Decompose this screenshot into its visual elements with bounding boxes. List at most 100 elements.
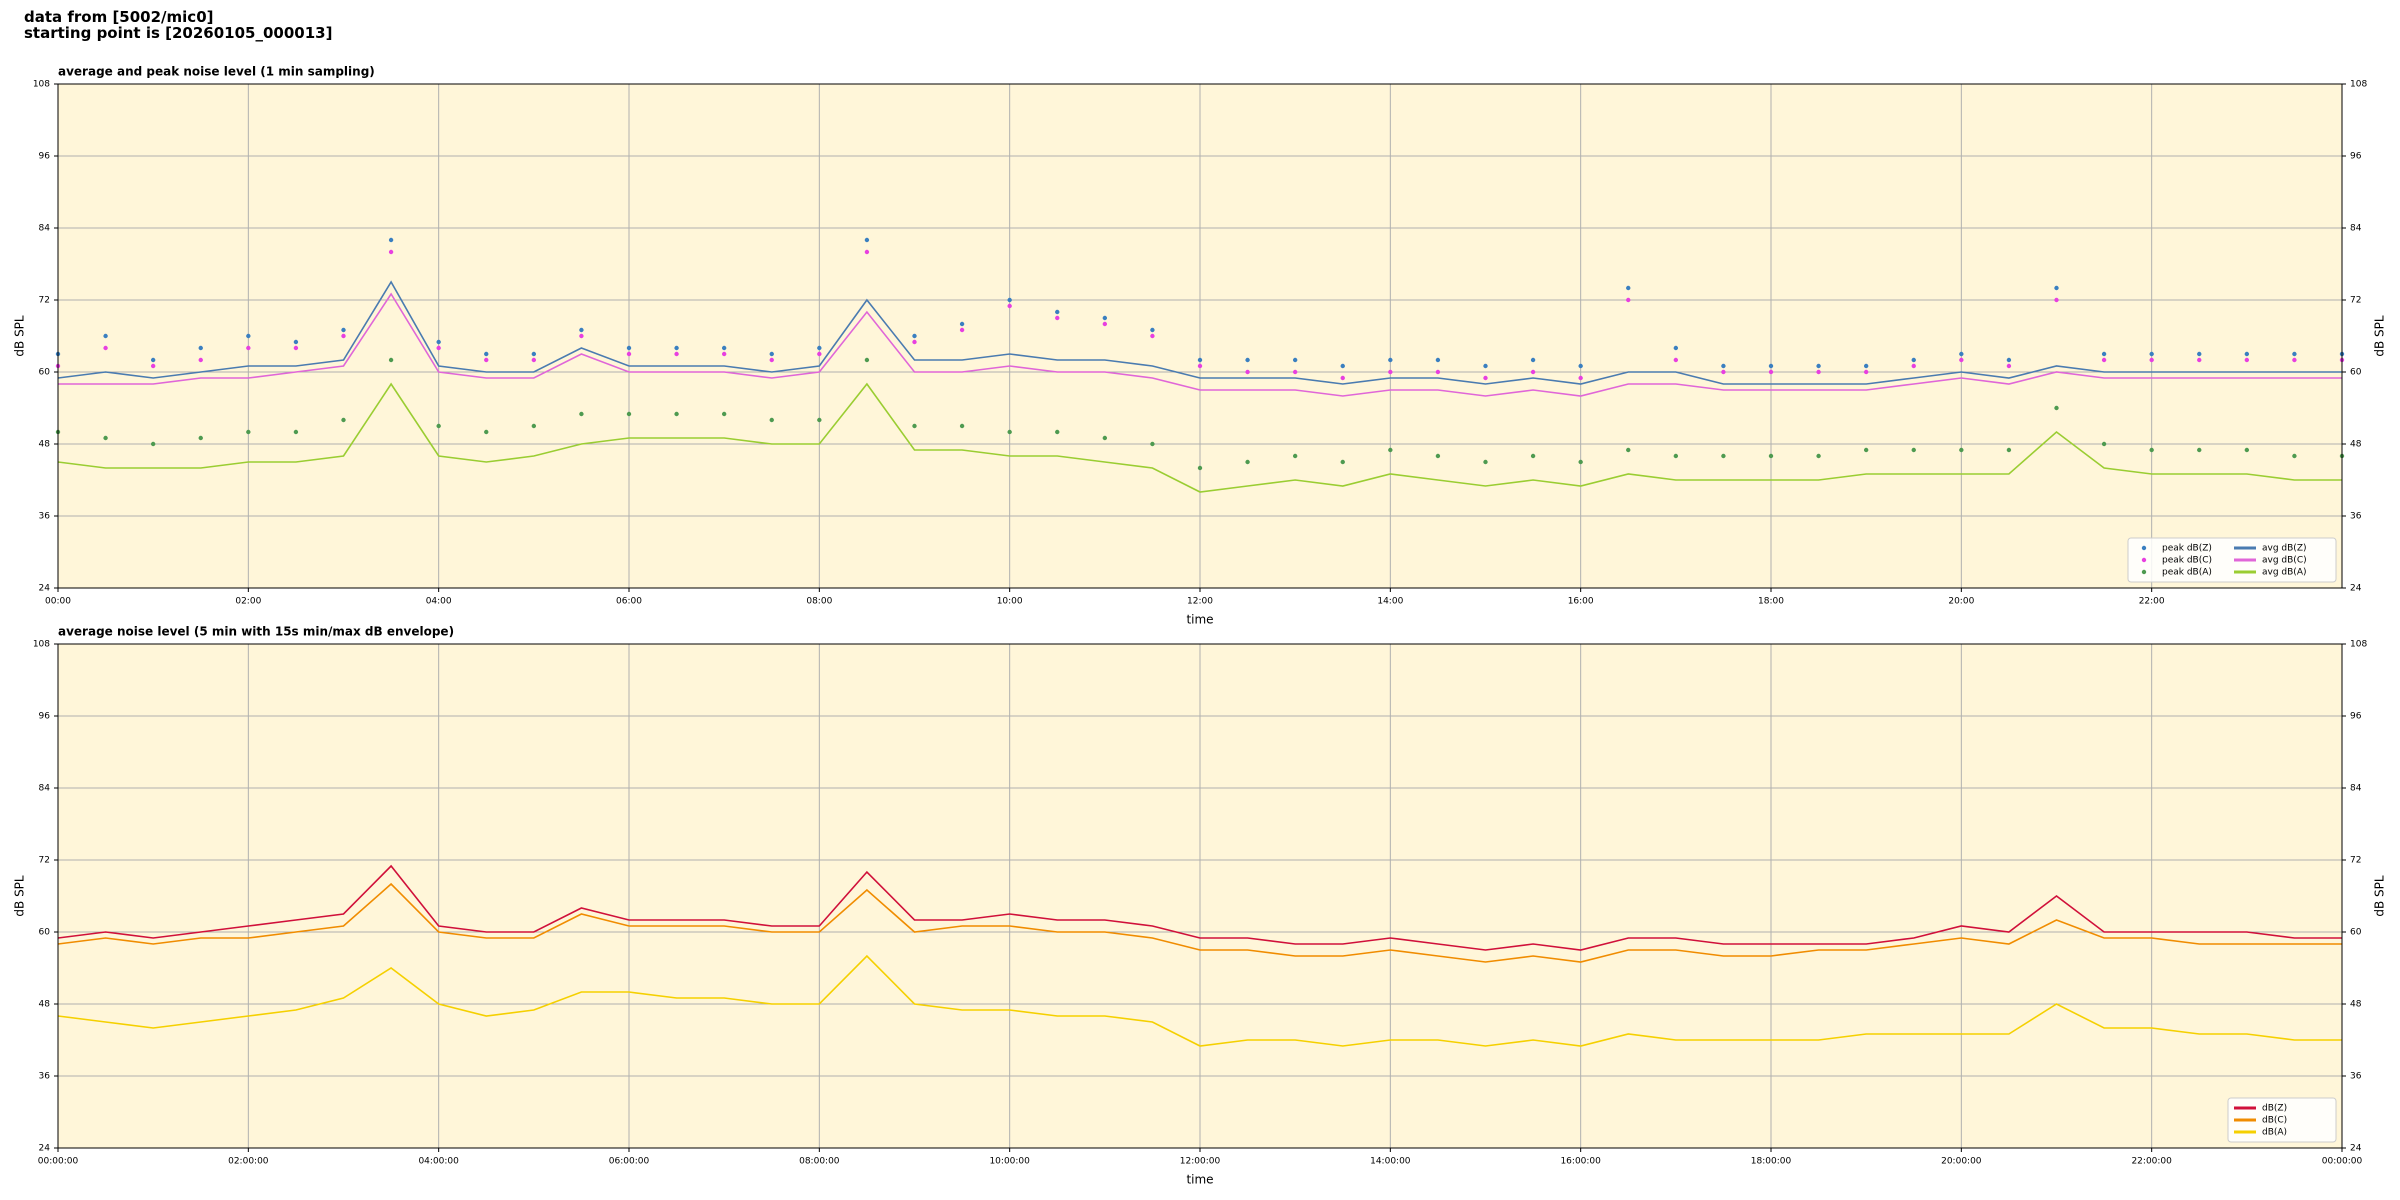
peak-point (1483, 375, 1488, 381)
peak-point (1340, 375, 1345, 381)
peak-point (1102, 315, 1108, 321)
peak-point (2197, 351, 2202, 357)
peak-point (1959, 447, 1964, 453)
y-tick-label: 72 (39, 296, 50, 306)
chart-title: average and peak noise level (1 min samp… (58, 65, 375, 79)
peak-point (103, 435, 108, 441)
peak-point (484, 351, 489, 357)
legend-label: avg dB(A) (2262, 568, 2306, 578)
legend-box (2127, 537, 2337, 583)
peak-point (1388, 447, 1393, 453)
peak-point (2054, 285, 2059, 291)
x-tick-label: 20:00:00 (1941, 1157, 1982, 1167)
series-line (58, 292, 2342, 397)
peak-point (531, 423, 537, 429)
peak-point (1055, 309, 1060, 315)
peak-point (959, 327, 965, 333)
peak-point (1530, 369, 1536, 375)
y2-tick-label: 84 (2350, 784, 2362, 794)
series-line (57, 864, 2342, 951)
peak-point (1055, 315, 1060, 321)
peak-point (2292, 453, 2297, 459)
peak-point (1197, 357, 1203, 363)
peak-point (150, 363, 156, 369)
x-axis-label: time (1186, 613, 1213, 627)
legend-marker (2141, 545, 2147, 551)
peak-point (388, 357, 394, 363)
peak-point (912, 423, 917, 429)
peak-point (1816, 369, 1821, 375)
peak-point (674, 345, 679, 351)
legend-marker (2141, 569, 2147, 575)
peak-point (531, 357, 537, 363)
peak-point (1721, 453, 1726, 459)
y-tick-label: 72 (39, 856, 50, 866)
x-tick-label: 14:00 (1377, 597, 1403, 607)
peak-point (2149, 351, 2154, 357)
peak-point (198, 345, 203, 351)
peak-point (150, 357, 156, 363)
peak-point (1340, 459, 1345, 465)
legend-label: dB(A) (2262, 1128, 2287, 1138)
legend-label: peak dB(C) (2162, 556, 2212, 566)
peak-point (1388, 357, 1393, 363)
legend-label: avg dB(Z) (2262, 544, 2307, 554)
peak-point (1721, 369, 1726, 375)
peak-point (1007, 303, 1012, 309)
peak-point (341, 333, 346, 339)
x-tick-label: 10:00:00 (989, 1157, 1030, 1167)
peak-point (1007, 429, 1012, 435)
peak-point (2006, 363, 2012, 369)
x-tick-label: 08:00 (806, 597, 832, 607)
y-tick-label: 36 (39, 512, 51, 522)
peak-point (1530, 453, 1536, 459)
peak-point (1150, 441, 1155, 447)
peak-point (674, 351, 679, 357)
peak-point (1863, 369, 1869, 375)
peak-point (1055, 429, 1060, 435)
peak-point (2101, 441, 2107, 447)
peak-point (626, 351, 632, 357)
peak-point (1435, 357, 1441, 363)
series-line (57, 382, 2342, 493)
peak-point (626, 345, 632, 351)
peak-point (2292, 357, 2297, 363)
peak-point (388, 237, 394, 243)
y2-axis-label: dB SPL (2373, 875, 2387, 917)
peak-point (1435, 453, 1441, 459)
y2-tick-label: 24 (2350, 1144, 2362, 1154)
peak-point (1435, 369, 1441, 375)
peak-point (1245, 369, 1250, 375)
peak-point (817, 417, 822, 423)
peak-point (436, 339, 441, 345)
peak-point (2054, 297, 2059, 303)
peak-point (579, 327, 584, 333)
peak-point (2054, 405, 2059, 411)
peak-point (1626, 285, 1631, 291)
suptitle: data from [5002/mic0] (24, 8, 214, 26)
peak-point (484, 357, 489, 363)
peak-point (1816, 363, 1821, 369)
y-tick-label: 24 (39, 584, 51, 594)
y2-axis-label: dB SPL (2373, 315, 2387, 357)
peak-point (912, 333, 917, 339)
x-tick-label: 04:00:00 (418, 1157, 459, 1167)
peak-point (1673, 453, 1679, 459)
plot-frame (57, 643, 2343, 1149)
y2-tick-label: 48 (2350, 440, 2362, 450)
peak-point (2149, 447, 2154, 453)
x-tick-label: 18:00 (1758, 597, 1784, 607)
peak-point (1911, 447, 1916, 453)
series-line (57, 954, 2342, 1047)
peak-point (1626, 297, 1631, 303)
y-tick-label: 84 (39, 224, 51, 234)
peak-point (864, 237, 870, 243)
y2-tick-label: 108 (2350, 80, 2367, 90)
peak-point (721, 351, 727, 357)
peak-point (246, 429, 251, 435)
peak-point (436, 345, 441, 351)
peak-point (721, 345, 727, 351)
y-tick-label: 48 (39, 1000, 51, 1010)
peak-point (674, 411, 679, 417)
y-axis-label: dB SPL (13, 315, 27, 357)
